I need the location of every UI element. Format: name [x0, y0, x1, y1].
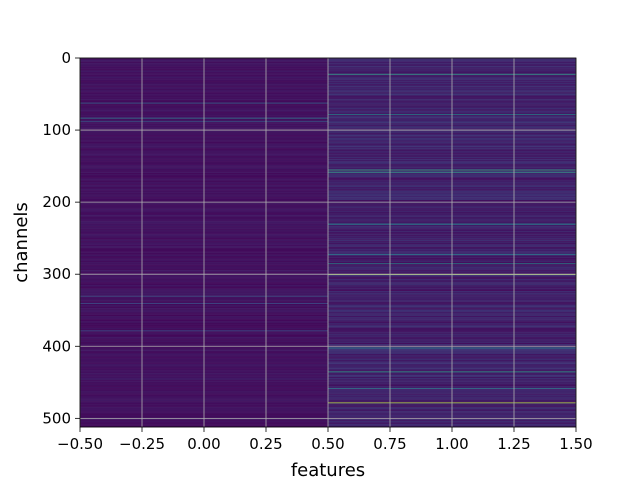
x-tick-label: 1.00 [435, 435, 468, 453]
y-tick-label: 400 [42, 337, 71, 355]
x-tick-label: 1.25 [497, 435, 530, 453]
y-axis-ticks: 0 100 200 300 400 500 [42, 49, 80, 427]
y-axis-label: channels [11, 202, 32, 283]
y-tick-label: 200 [42, 193, 71, 211]
x-tick-label: 0.00 [187, 435, 220, 453]
x-axis-ticks: −0.50 −0.25 0.00 0.25 0.50 0.75 1.00 1.25 1.50 [57, 427, 593, 453]
x-tick-label: −0.25 [119, 435, 165, 453]
x-tick-label: 1.50 [559, 435, 592, 453]
x-tick-label: 0.75 [373, 435, 406, 453]
x-axis-label: features [291, 460, 365, 480]
y-tick-label: 500 [42, 409, 71, 427]
x-tick-label: 0.25 [249, 435, 282, 453]
y-tick-label: 0 [61, 49, 71, 67]
y-tick-label: 100 [42, 121, 71, 139]
x-tick-label: −0.50 [57, 435, 103, 453]
y-tick-label: 300 [42, 265, 71, 283]
x-tick-label: 0.50 [311, 435, 344, 453]
